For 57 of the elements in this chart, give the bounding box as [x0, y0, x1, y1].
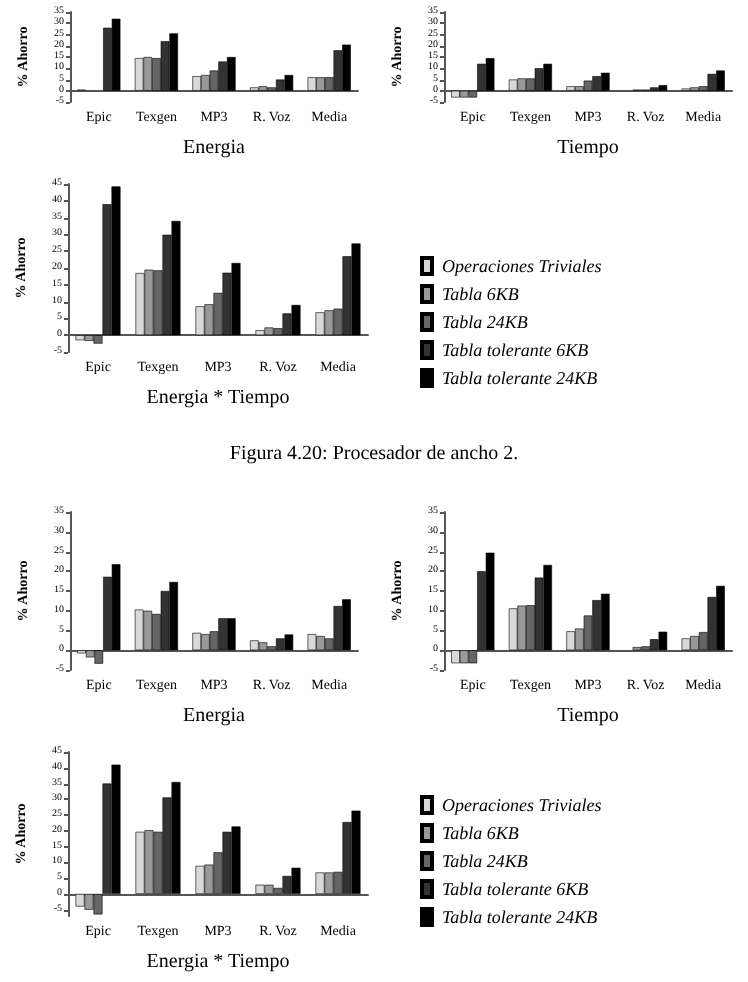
x-axis-title: Energia * Tiempo — [146, 387, 290, 409]
bar — [111, 18, 121, 91]
bar — [284, 634, 294, 651]
bar — [134, 58, 144, 91]
bar — [333, 50, 343, 91]
bar — [307, 77, 317, 91]
legend-label: Tabla 6KB — [442, 823, 520, 843]
legend-label: Operaciones Triviales — [442, 795, 603, 815]
bar — [534, 68, 544, 91]
bar — [192, 632, 202, 651]
bar — [658, 85, 668, 91]
bar — [85, 650, 95, 658]
bar — [192, 76, 202, 91]
legend-label: Tabla tolerante 24KB — [442, 907, 599, 927]
legend-label: Tabla tolerante 6KB — [442, 879, 590, 899]
legend-label: Operaciones Triviales — [442, 256, 603, 276]
bar — [111, 564, 121, 651]
bar — [134, 609, 144, 651]
bar — [226, 618, 236, 651]
legend-label: Tabla 24KB — [442, 312, 529, 332]
bar — [485, 552, 495, 651]
bar — [333, 606, 343, 651]
bar — [258, 642, 268, 651]
bar — [566, 631, 576, 651]
x-axis-title: Energia — [183, 705, 247, 727]
legend-label: Tabla tolerante 6KB — [442, 340, 590, 360]
x-axis-title: Tiempo — [557, 705, 619, 727]
bar — [600, 593, 610, 651]
bar — [315, 312, 325, 336]
bar — [508, 79, 518, 91]
bar — [315, 872, 325, 894]
bar — [307, 634, 317, 651]
bar — [451, 650, 460, 664]
bar — [459, 650, 469, 664]
bar — [226, 57, 236, 91]
bar — [284, 75, 294, 91]
bar — [195, 306, 205, 336]
legend-label: Tabla tolerante 24KB — [442, 368, 599, 388]
x-axis-title: Energia — [183, 137, 247, 159]
bar — [583, 80, 593, 91]
legend-label: Tabla 6KB — [442, 284, 520, 304]
bar — [459, 90, 469, 98]
bar — [451, 90, 460, 98]
bar — [485, 58, 495, 91]
bar — [75, 335, 85, 341]
bar — [195, 865, 205, 894]
x-axis-title: Energia * Tiempo — [146, 951, 290, 973]
bar — [160, 41, 170, 91]
text: Figura 4.20: Procesador de ancho 2. — [229, 443, 519, 465]
bar — [707, 73, 717, 91]
legend-label: Tabla 24KB — [442, 851, 529, 871]
bar — [75, 893, 85, 907]
bar — [658, 631, 668, 651]
bar — [508, 608, 518, 651]
bar — [681, 638, 691, 651]
x-axis-title: Tiempo — [557, 137, 619, 159]
bar — [600, 72, 610, 91]
